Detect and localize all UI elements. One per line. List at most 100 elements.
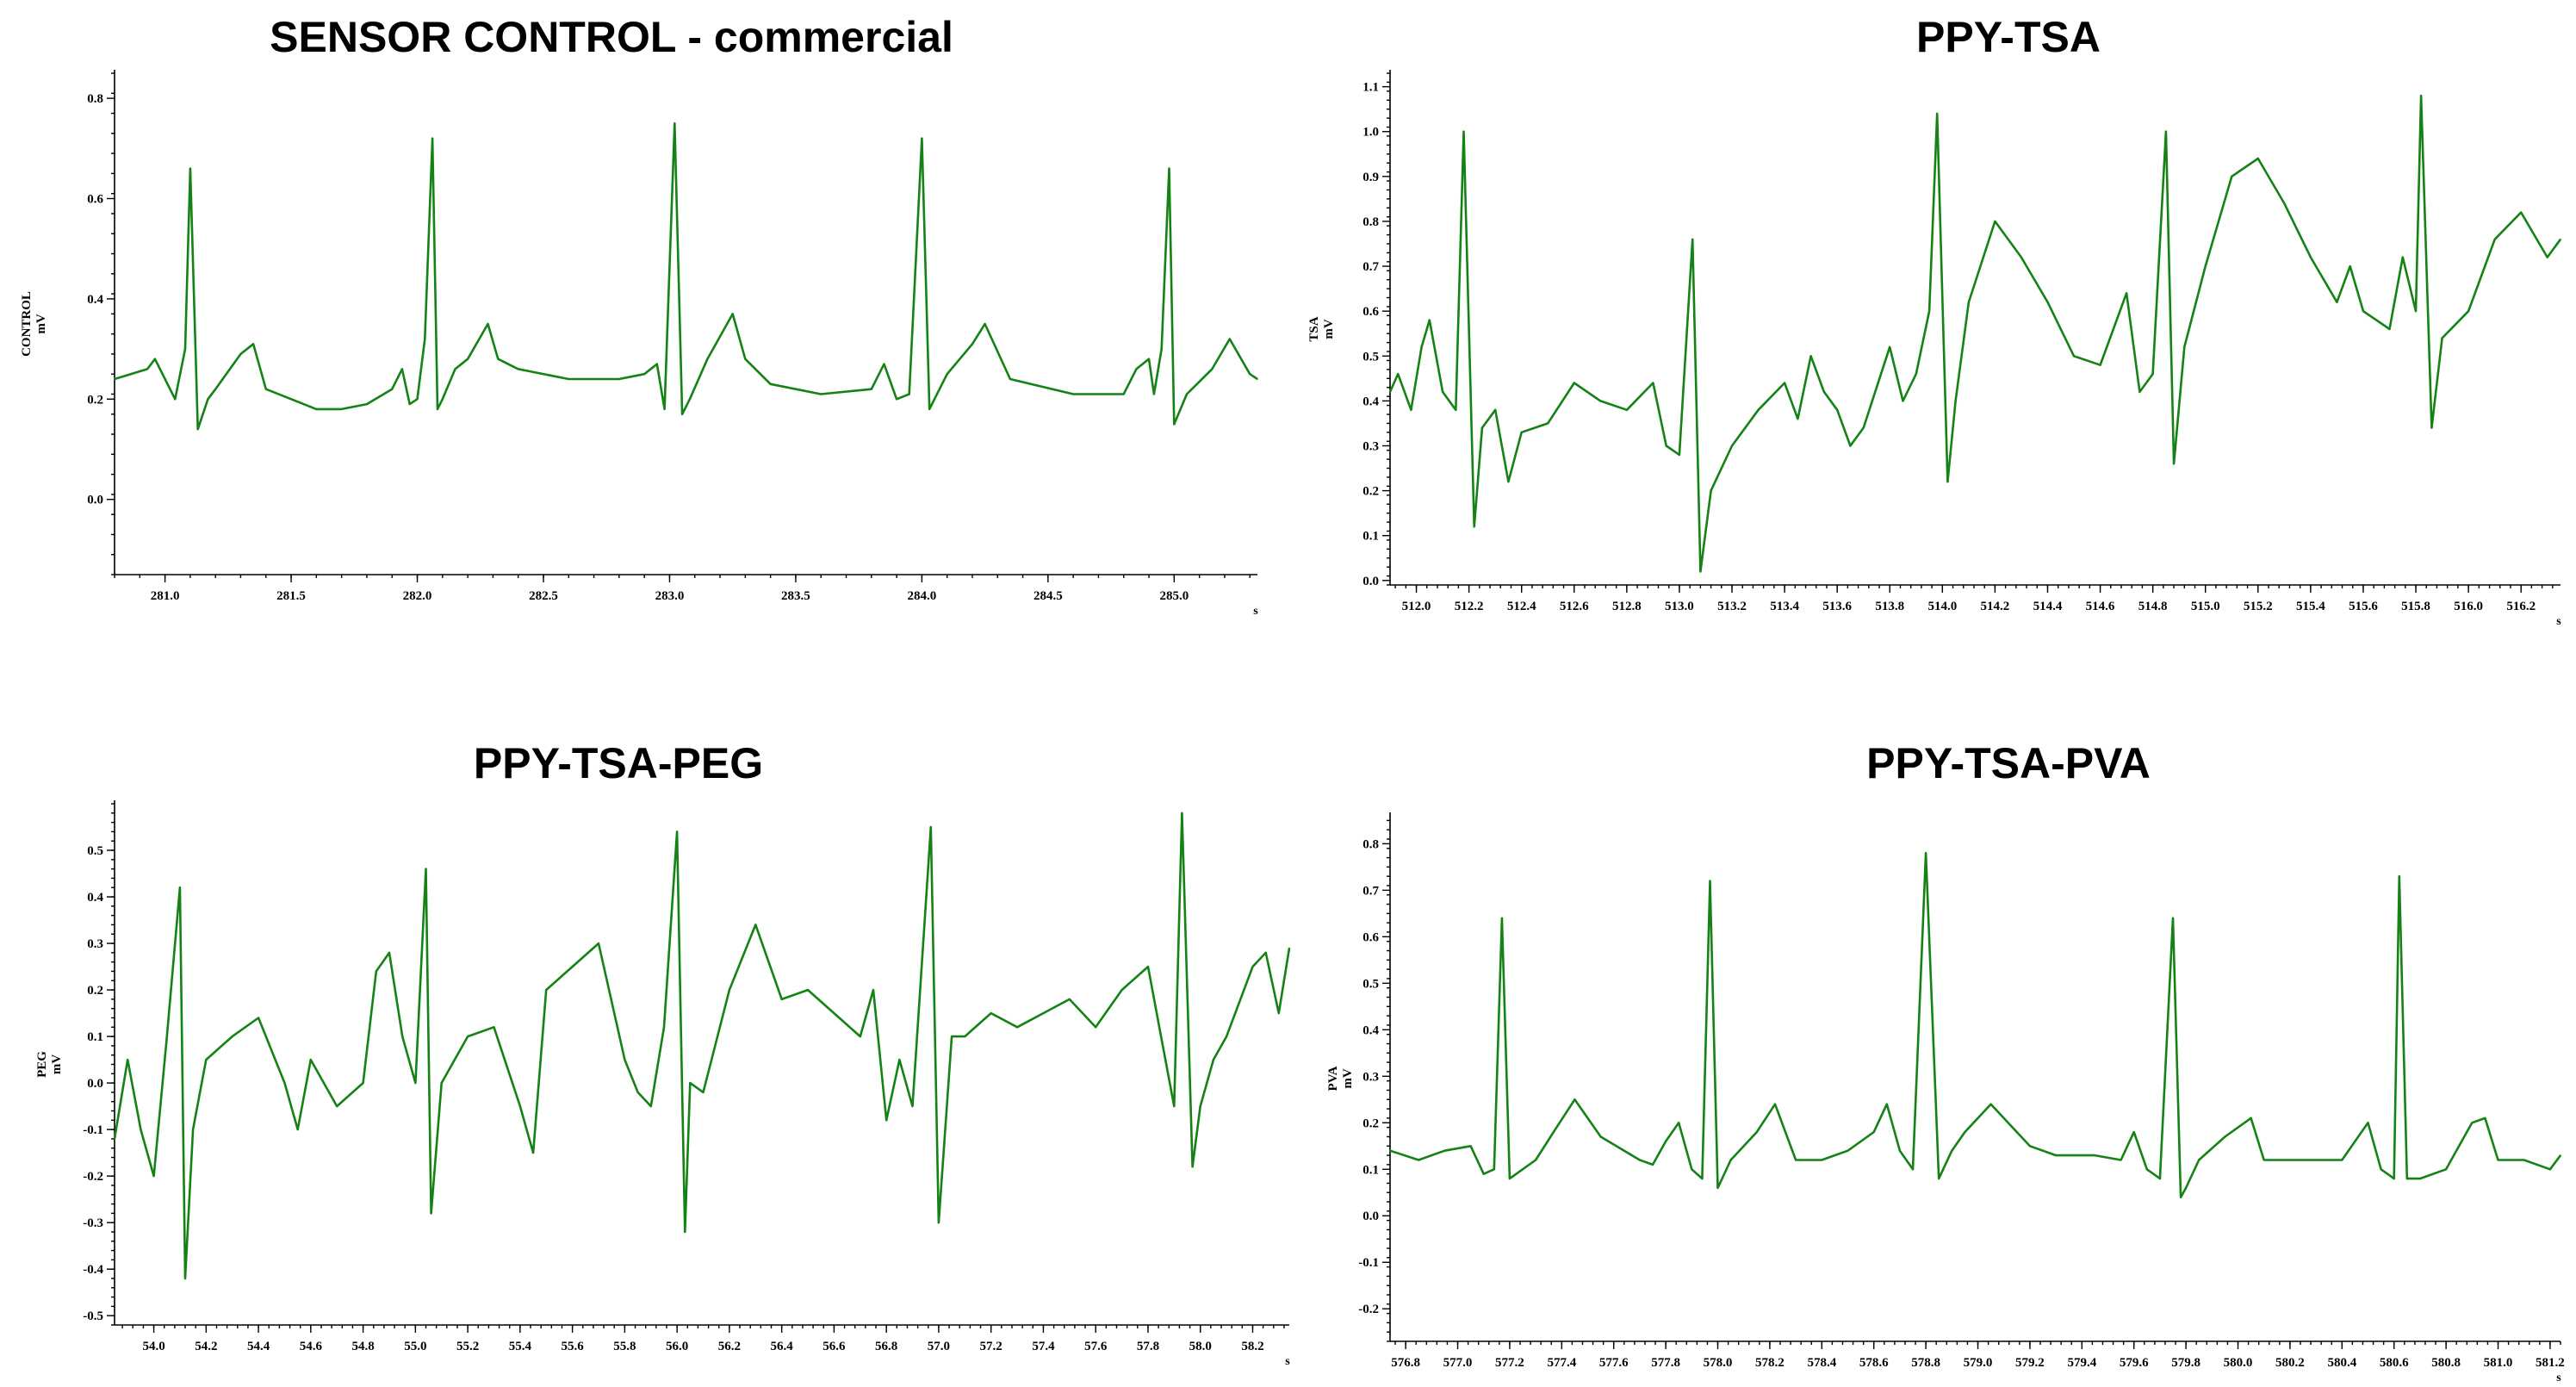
x-tick-label: 579.2 [2015,1356,2045,1370]
x-tick-label: 283.5 [781,589,810,603]
data-point [1397,373,1399,375]
data-point [689,398,691,401]
data-point [1915,373,1917,375]
data-point [388,952,390,954]
data-point [127,1059,128,1060]
y-axis-label: PVAmV [1326,1066,1355,1091]
data-point [883,363,885,365]
x-tick-label: 577.4 [1547,1356,1576,1370]
x-tick-label: 577.8 [1651,1356,1680,1370]
data-point [336,1105,338,1107]
x-tick-label: 578.6 [1859,1356,1889,1370]
y-axis-label-line: PEG [35,1051,49,1078]
data-point [663,1026,665,1029]
data-point [872,989,874,991]
x-tick-label: 513.8 [1875,600,1904,613]
data-point [196,428,199,431]
data-point [487,323,489,325]
x-axis-unit: s [2556,1371,2561,1384]
data-point [532,1152,534,1154]
data-point [938,1222,940,1223]
data-point [1938,1178,1940,1179]
y-axis-label: CONTROLmV [20,291,48,357]
x-tick-label: 578.2 [1755,1356,1785,1370]
x-tick-label: 514.0 [1927,600,1957,613]
data-point [1872,1131,1875,1133]
x-tick-label: 513.6 [1822,600,1852,613]
data-point [984,323,986,325]
data-point [1862,426,1865,429]
data-point [2172,917,2174,919]
data-point [2146,1168,2148,1171]
data-point [376,970,377,973]
data-point [706,358,709,360]
data-point [1729,1159,1732,1161]
data-point [2523,1159,2525,1161]
data-point [1964,1131,1966,1133]
chart-title: PPY-TSA [1916,13,2101,61]
data-point [598,942,599,944]
data-point [1652,1164,1654,1166]
data-point [1095,1026,1096,1029]
y-tick-label: 0.0 [87,494,103,507]
x-tick-label: 578.4 [1807,1356,1836,1370]
data-point [833,1012,835,1014]
x-tick-label: 514.8 [2138,600,2168,613]
data-point [2484,1117,2486,1119]
data-point [1173,1105,1176,1107]
y-axis-label: PEGmV [35,1051,64,1078]
x-tick-label: 512.2 [1455,600,1484,613]
x-tick-label: 57.2 [980,1340,1002,1353]
data-point [2126,292,2127,295]
y-tick-label: 0.0 [87,1077,103,1091]
data-point [467,358,469,360]
data-point [166,1036,168,1037]
data-point [643,373,645,376]
signal-trace [1389,851,2562,1198]
data-point [2362,310,2364,313]
data-point [731,313,734,315]
x-tick-label: 512.6 [1560,600,1589,613]
data-point [2198,1159,2200,1161]
data-point [184,1278,186,1279]
data-point [2393,1178,2395,1179]
y-tick-label: 0.4 [1362,395,1379,408]
data-point [898,1059,901,1060]
data-point [1936,113,1938,115]
data-point [1756,1131,1758,1133]
data-point [1574,382,1575,384]
data-point [2520,211,2522,214]
data-point [908,393,910,395]
x-tick-label: 57.0 [928,1340,950,1353]
x-tick-label: 516.2 [2506,600,2536,613]
data-point [192,1129,194,1130]
data-point [114,378,115,380]
data-point [1147,966,1149,967]
data-point [1599,1135,1602,1138]
data-point [684,1231,686,1233]
data-point [2341,1159,2343,1161]
data-point [414,1082,417,1084]
data-point [1153,393,1155,395]
data-point [231,1036,233,1037]
y-tick-label: 1.0 [1362,126,1379,140]
data-point [1420,346,1423,348]
data-point [1181,812,1183,814]
data-point [493,1026,495,1029]
data-point [2336,301,2338,303]
data-point [265,388,267,390]
x-tick-label: 54.0 [142,1340,164,1353]
data-point [205,1059,208,1060]
x-tick-label: 577.2 [1495,1356,1524,1370]
data-point [2099,364,2101,366]
data-point [1912,1168,1914,1171]
x-tick-label: 580.0 [2224,1356,2253,1370]
data-point [1928,310,1930,313]
signal-trace [114,121,1258,431]
data-point [1626,409,1628,411]
x-axis-unit: s [2556,615,2561,628]
data-point [1599,400,1602,402]
data-point [702,1092,705,1093]
data-point [885,1119,887,1122]
data-point [1278,1012,1280,1014]
